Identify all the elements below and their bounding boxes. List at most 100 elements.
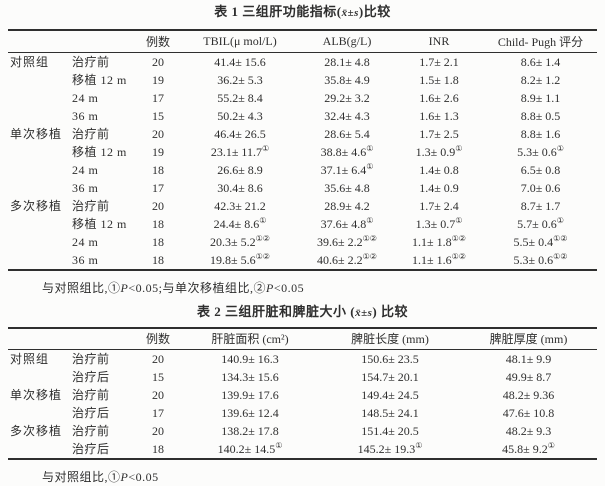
cell-text: 移植 12 m — [72, 216, 127, 231]
value-cell: 47.6± 10.8 — [460, 404, 597, 422]
footnote-text: <0.05 — [128, 470, 159, 484]
footnote-marker: ① — [366, 143, 374, 153]
cell-text: 15 — [152, 370, 164, 384]
cell-text: 20 — [152, 388, 164, 402]
table1-caption-pre: 三组肝功能指标( — [238, 4, 342, 19]
value-cell: 23.1± 11.7① — [180, 143, 300, 161]
p-symbol: P — [265, 280, 274, 295]
table1-caption-post: )比较 — [358, 4, 391, 19]
value-cell: 145.2± 19.3① — [320, 440, 460, 459]
value-cell: 30.4± 8.6 — [180, 179, 300, 197]
cell-text: 55.2± 8.4 — [217, 90, 263, 105]
cell-text: 5.3± 0.6 — [513, 252, 554, 267]
time-cell: 治疗后 — [68, 404, 136, 422]
n-cell: 20 — [136, 125, 180, 143]
table-row: 36 m 17 30.4± 8.6 35.6± 4.8 1.4± 0.9 7.0± 0.6 — [8, 179, 597, 197]
cell-text: 20 — [152, 424, 164, 438]
cell-text: 140.9± 16.3 — [221, 352, 279, 366]
n-cell: 20 — [136, 386, 180, 404]
cell-text: 42.3± 21.2 — [214, 198, 266, 213]
time-cell: 36 m — [68, 179, 136, 197]
footnote-marker: ①② — [255, 233, 270, 243]
cell-text: 47.6± 10.8 — [502, 406, 555, 420]
time-cell: 治疗前 — [68, 52, 136, 71]
footnote-marker: ①② — [451, 251, 466, 261]
header-cell-childpugh: Child- Pugh 评分 — [497, 34, 584, 49]
value-cell: 48.2± 9.36 — [460, 386, 597, 404]
value-cell: 139.9± 17.6 — [180, 386, 320, 404]
table2-footnote: 与对照组比,①P<0.05 — [8, 469, 597, 485]
n-cell: 20 — [136, 197, 180, 215]
footnote-text: 与对照组比,① — [42, 280, 121, 295]
liver-spleen-size-table: 例数 肝脏面积 (cm²) 脾脏长度 (mm) 脾脏厚度 (mm) 对照组 治疗前… — [8, 326, 597, 460]
table-row: 36 m 18 19.8± 5.6①② 40.6± 2.2①② 1.1± 1.6①② 5.… — [8, 251, 597, 270]
table-row: 单次移植 治疗前 20 46.4± 26.5 28.6± 5.4 1.7± 2.5 8.8±… — [8, 125, 597, 143]
group-cell — [8, 440, 68, 459]
value-cell: 39.6± 2.2①② — [300, 233, 394, 251]
n-cell: 18 — [136, 251, 180, 270]
cell-text: 39.6± 2.2 — [317, 234, 363, 249]
cell-text: 单次移植 — [10, 388, 63, 402]
value-cell: 8.8± 0.5 — [484, 107, 597, 125]
value-cell: 1.4± 0.8 — [394, 161, 484, 179]
time-cell: 治疗前 — [68, 386, 136, 404]
header-cell-tbil: TBIL(μ mol/L) — [203, 33, 277, 48]
cell-text: 1.5± 1.8 — [419, 72, 459, 87]
table-row: 移植 12 m 19 36.2± 5.3 35.8± 4.9 1.5± 1.8 8.2± … — [8, 71, 597, 89]
cell-text: 8.2± 1.2 — [520, 72, 561, 87]
footnote-marker: ① — [556, 143, 564, 153]
cell-text: 28.6± 5.4 — [324, 126, 370, 141]
value-cell: 48.1± 9.9 — [460, 350, 597, 369]
table-row: 治疗后 17 139.6± 12.4 148.5± 24.1 47.6± 10.8 — [8, 404, 597, 422]
cell-text: 6.5± 0.8 — [520, 162, 561, 177]
time-cell: 治疗前 — [68, 125, 136, 143]
value-cell: 138.2± 17.8 — [180, 422, 320, 440]
value-cell: 28.1± 4.8 — [300, 52, 394, 71]
cell-text: 24 m — [72, 90, 99, 105]
cell-text: 8.7± 1.7 — [520, 198, 561, 213]
table-row: 移植 12 m 18 24.4± 8.6① 37.6± 4.8① 1.3± 0.7① 5.… — [8, 215, 597, 233]
group-cell: 对照组 — [8, 52, 68, 71]
cell-text: 治疗前 — [72, 388, 110, 402]
cell-text: 治疗前 — [72, 424, 110, 438]
footnote-marker: ① — [547, 441, 555, 450]
cell-text: 19 — [152, 72, 164, 87]
group-cell: 多次移植 — [8, 422, 68, 440]
value-cell: 35.8± 4.9 — [300, 71, 394, 89]
header-cell-alb: ALB(g/L) — [322, 33, 372, 48]
cell-text: 移植 12 m — [72, 144, 127, 159]
n-cell: 18 — [136, 440, 180, 459]
cell-text: 17 — [152, 90, 164, 105]
footnote-marker: ①② — [255, 251, 270, 261]
value-cell: 1.3± 0.9① — [394, 143, 484, 161]
n-cell: 19 — [136, 71, 180, 89]
n-cell: 20 — [136, 52, 180, 71]
group-cell: 单次移植 — [8, 125, 68, 143]
n-cell: 18 — [136, 233, 180, 251]
value-cell: 35.6± 4.8 — [300, 179, 394, 197]
cell-text: 140.2± 14.5 — [217, 442, 276, 456]
value-cell: 8.9± 1.1 — [484, 89, 597, 107]
group-cell — [8, 179, 68, 197]
table2-caption-pre: 三组肝脏和脾脏大小 ( — [221, 303, 356, 319]
group-cell — [8, 215, 68, 233]
cell-text: 对照组 — [10, 352, 50, 366]
cell-text: 7.0± 0.6 — [520, 180, 561, 195]
table-row: 多次移植 治疗前 20 42.3± 21.2 28.9± 4.2 1.7± 2.4 8.7±… — [8, 197, 597, 215]
value-cell: 41.4± 15.6 — [180, 52, 300, 71]
cell-text: 对照组 — [10, 54, 50, 69]
table2-caption-label: 表 2 — [196, 303, 222, 319]
group-cell — [8, 161, 68, 179]
table1-footnote: 与对照组比,①P<0.05;与单次移植组比,②P<0.05 — [8, 280, 597, 296]
group-cell — [8, 251, 68, 270]
table-row: 治疗后 18 140.2± 14.5① 145.2± 19.3① 45.8± 9.2① — [8, 440, 597, 459]
value-cell: 134.3± 15.6 — [180, 368, 320, 386]
cell-text: 18 — [152, 442, 164, 456]
value-cell: 40.6± 2.2①② — [300, 251, 394, 270]
time-cell: 移植 12 m — [68, 215, 136, 233]
header-cell-spleen-thickness: 脾脏厚度 (mm) — [489, 332, 568, 347]
value-cell: 29.2± 3.2 — [300, 89, 394, 107]
cell-text: 48.1± 9.9 — [505, 352, 552, 366]
n-cell: 17 — [136, 89, 180, 107]
